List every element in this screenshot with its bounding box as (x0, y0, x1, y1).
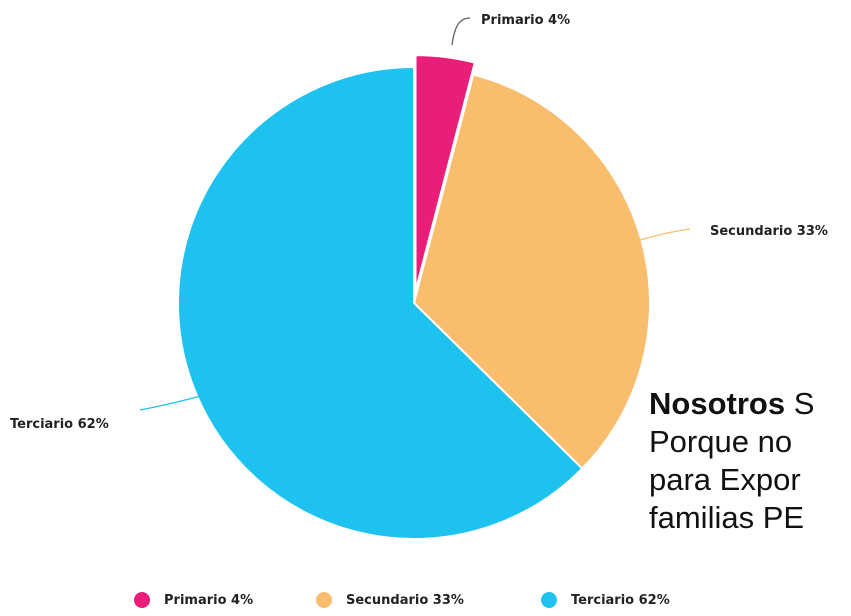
leader-line-primario (451, 17, 471, 46)
overlay-text-block: Nosotros S Porque no para Expor familias… (649, 385, 814, 537)
legend-item-terciario[interactable]: Terciario 62% (541, 592, 670, 608)
leader-line-secundario (639, 228, 691, 241)
legend: Primario 4% Secundario 33% Terciario 62% (0, 592, 851, 616)
pie-slice-terciario[interactable] (177, 65, 584, 540)
overlay-line-1-rest: S (785, 386, 815, 421)
legend-item-secundario[interactable]: Secundario 33% (316, 592, 464, 608)
legend-item-primario[interactable]: Primario 4% (134, 592, 253, 608)
slice-label-secundario: Secundario 33% (710, 224, 828, 239)
legend-label-secundario: Secundario 33% (346, 592, 464, 608)
overlay-bold-word: Nosotros (649, 386, 786, 421)
pie-slices (177, 54, 651, 540)
slice-label-terciario: Terciario 62% (10, 417, 109, 432)
overlay-line-3: para Expor (649, 462, 801, 497)
legend-swatch-primario (134, 592, 150, 608)
legend-swatch-terciario (541, 592, 557, 608)
slice-label-primario: Primario 4% (481, 13, 570, 28)
pie-slice-primario[interactable] (414, 54, 477, 292)
legend-label-terciario: Terciario 62% (571, 592, 670, 608)
leader-line-terciario (139, 394, 205, 411)
overlay-line-4: familias PE (649, 500, 805, 535)
leader-lines (139, 17, 691, 411)
overlay-line-1: Nosotros S (649, 385, 814, 423)
legend-swatch-secundario (316, 592, 332, 608)
legend-label-primario: Primario 4% (164, 592, 254, 608)
overlay-line-2: Porque no (649, 424, 793, 459)
